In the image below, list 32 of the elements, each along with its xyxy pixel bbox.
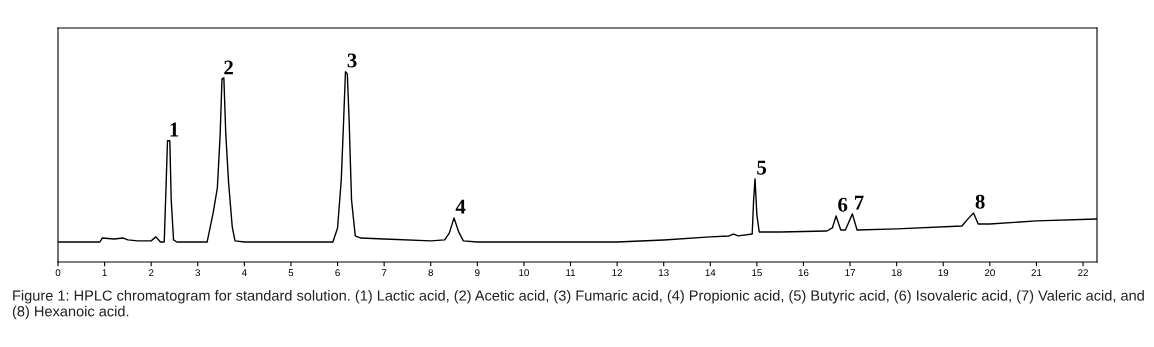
- x-tick-label: 16: [798, 269, 809, 277]
- x-tick-label: 5: [288, 269, 294, 277]
- annotation: 2: [224, 60, 233, 75]
- x-tick-label: 14: [705, 269, 716, 276]
- x-tick-label: 18: [891, 269, 902, 277]
- x-tick-label: 3: [195, 269, 201, 277]
- annotation: 4: [455, 199, 466, 214]
- x-tick-label: 2: [148, 269, 154, 276]
- annotation: 3: [347, 53, 357, 68]
- annotation: 5: [757, 160, 767, 175]
- x-tick-label: 15: [752, 269, 762, 277]
- x-tick-label: 10: [519, 269, 529, 277]
- x-tick-label: 4: [241, 269, 247, 276]
- x-tick-label: 19: [938, 269, 949, 277]
- annotation: 8: [975, 194, 985, 209]
- x-tick-label: 12: [612, 269, 623, 276]
- x-tick-label: 13: [659, 269, 669, 277]
- x-tick-label: 11: [566, 269, 576, 276]
- x-tick-label: 17: [845, 269, 855, 276]
- x-tick-label: 8: [428, 269, 434, 277]
- x-tick-label: 6: [335, 269, 340, 277]
- x-tick-label: 0: [55, 269, 61, 277]
- x-tick-label: 7: [381, 269, 387, 276]
- x-tick-label: 22: [1078, 269, 1088, 276]
- caption: Figure 1: HPLC chromatogram for standard solution. (1) Lactic acid, (2) Acetic acid, (3) Fumaric acid, (4) Propionic acid, (5) Butyric acid, (6) Isovaleric acid, (7) Valeric acid, and (8) Hexanoic acid.: [12, 290, 1144, 320]
- x-tick-label: 9: [475, 269, 480, 277]
- x-tick-label: 1: [102, 269, 107, 276]
- x-tick-label: 20: [984, 269, 995, 277]
- x-tick-label: 21: [1031, 269, 1042, 276]
- annotation: 7: [854, 195, 864, 210]
- annotation: 6: [838, 197, 848, 212]
- annotation: 1: [170, 122, 179, 137]
